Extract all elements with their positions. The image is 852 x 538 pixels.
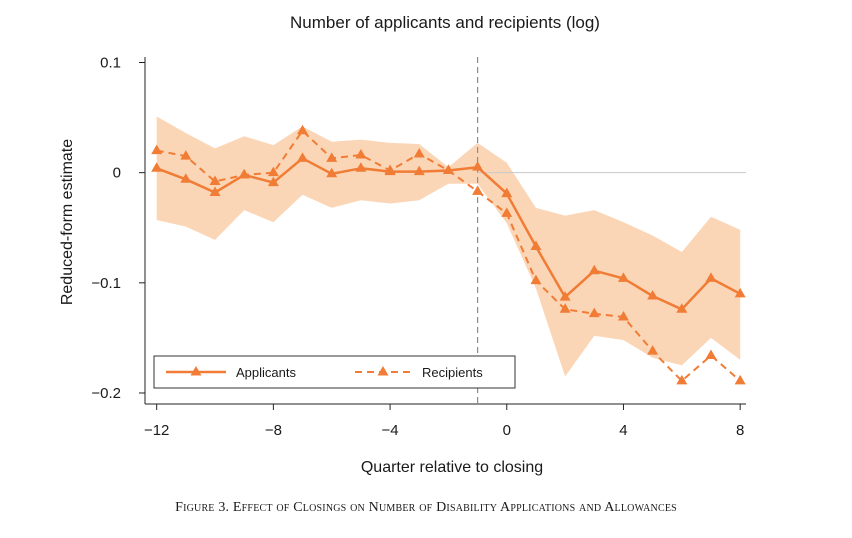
data-point-recipients: [530, 274, 542, 285]
legend-marker-applicants: [190, 366, 202, 376]
data-point-applicants: [501, 187, 513, 198]
x-tick-label: 4: [619, 422, 627, 439]
data-point-recipients: [355, 149, 367, 159]
x-tick-label: −4: [382, 422, 399, 439]
data-point-applicants: [705, 272, 717, 282]
data-point-applicants: [326, 167, 338, 178]
data-point-recipients: [501, 207, 513, 217]
data-point-recipients: [472, 185, 484, 195]
data-point-applicants: [180, 173, 192, 183]
data-point-applicants: [355, 162, 367, 172]
data-point-applicants: [297, 152, 309, 162]
data-point-recipients: [705, 349, 717, 360]
y-tick-label: 0: [113, 165, 121, 182]
data-point-applicants: [734, 287, 746, 298]
legend-label-recipients: Recipients: [422, 365, 483, 380]
confidence-band: [156, 116, 741, 377]
data-point-recipients: [588, 307, 600, 318]
data-point-applicants: [209, 186, 221, 196]
data-point-applicants: [676, 303, 688, 313]
legend-marker-recipients: [377, 366, 389, 376]
figure-caption: Figure 3. Effect of Closings on Number o…: [175, 500, 677, 515]
data-point-applicants: [617, 272, 629, 282]
y-tick-label: −0.1: [91, 275, 121, 292]
y-tick-label: 0.1: [100, 55, 121, 72]
y-axis-label: Reduced-form estimate: [59, 139, 76, 305]
data-point-applicants: [530, 240, 542, 250]
data-point-recipients: [676, 374, 688, 385]
data-point-applicants: [559, 291, 571, 301]
x-axis-label: Quarter relative to closing: [361, 459, 543, 476]
plot-area: −12 −8 −4 0 4 8 0.1 0 −0.1 −0.2: [91, 55, 746, 439]
chart: Number of applicants and recipients (log…: [59, 13, 746, 476]
data-point-recipients: [297, 124, 309, 135]
data-point-recipients: [617, 310, 629, 321]
chart-title: Number of applicants and recipients (log…: [290, 13, 600, 32]
data-point-applicants: [413, 165, 425, 176]
legend: Applicants Recipients: [153, 355, 516, 389]
x-tick-label: −12: [144, 422, 169, 439]
data-point-recipients: [209, 175, 221, 185]
data-point-recipients: [151, 144, 163, 155]
data-point-applicants: [151, 162, 163, 172]
data-point-recipients: [326, 152, 338, 162]
data-point-recipients: [734, 374, 746, 385]
data-point-recipients: [238, 168, 250, 179]
data-point-applicants: [472, 161, 484, 171]
x-tick-label: 0: [503, 422, 511, 439]
data-point-recipients: [647, 345, 659, 355]
data-point-recipients: [180, 150, 192, 160]
data-point-applicants: [267, 176, 279, 187]
y-tick-label: −0.2: [91, 385, 121, 402]
legend-label-applicants: Applicants: [236, 365, 296, 380]
x-tick-label: −8: [265, 422, 282, 439]
data-point-recipients: [442, 164, 454, 174]
data-point-applicants: [647, 290, 659, 300]
data-point-applicants: [588, 264, 600, 275]
x-tick-label: 8: [736, 422, 744, 439]
data-point-recipients: [267, 166, 279, 177]
data-point-recipients: [559, 303, 571, 313]
data-point-recipients: [384, 164, 396, 174]
data-point-recipients: [413, 147, 425, 158]
